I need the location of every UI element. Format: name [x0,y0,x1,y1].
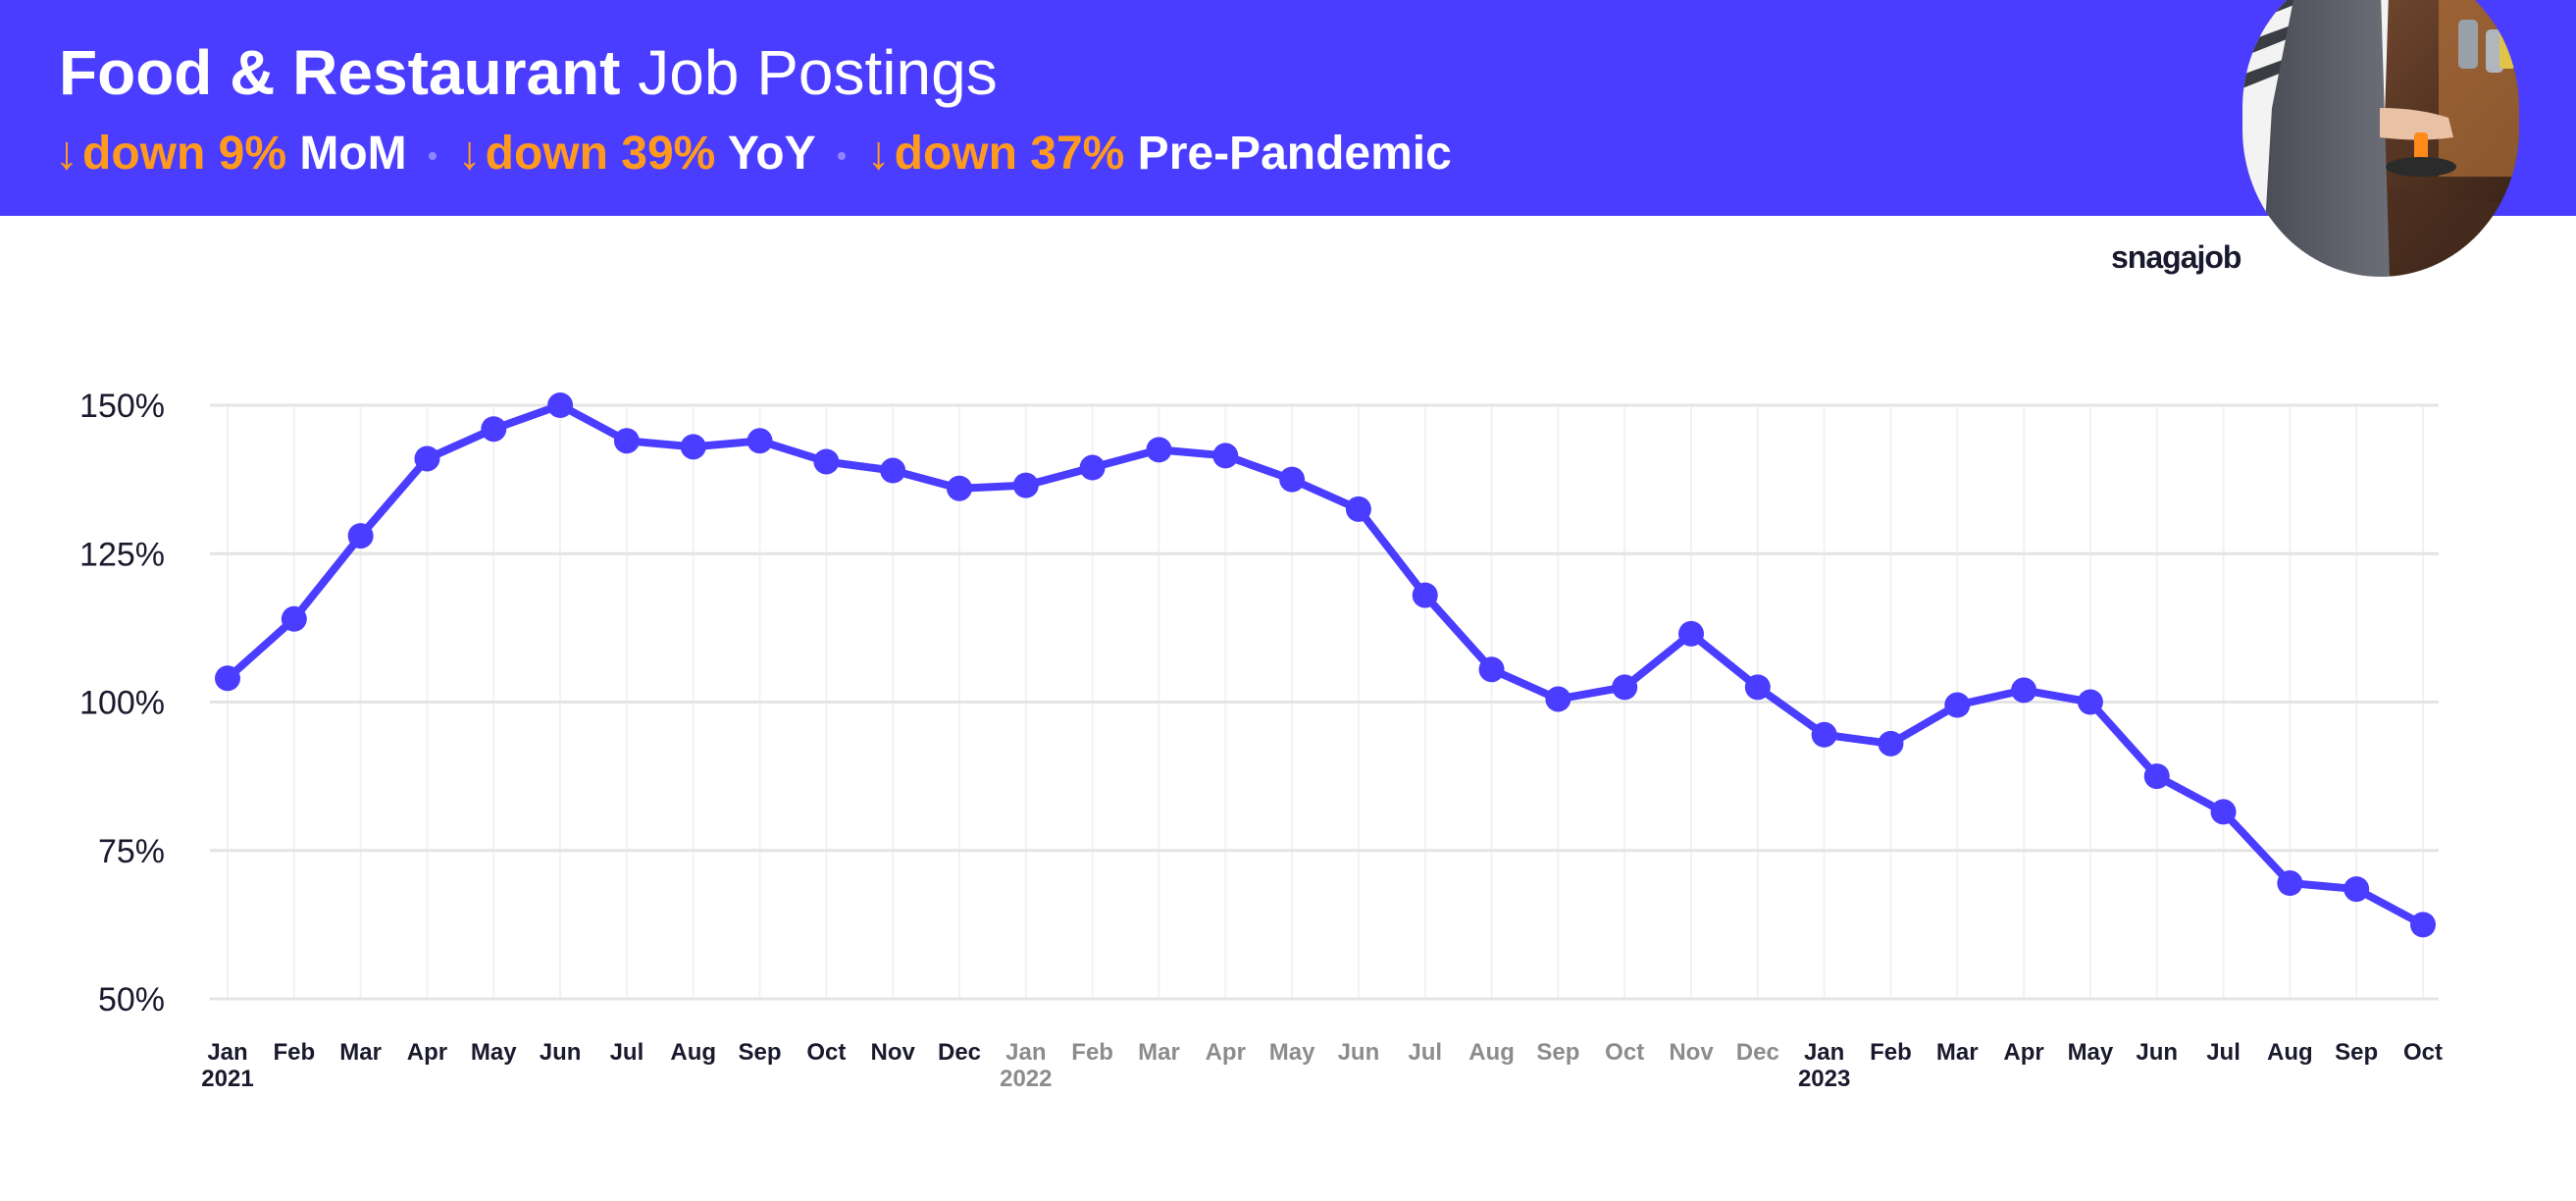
x-tick-label: Jul [2206,1039,2241,1066]
x-tick-label: Feb [1870,1039,1912,1066]
x-tick-label: Jun [540,1039,582,1066]
x-tick-label: Apr [2003,1039,2043,1066]
data-point [2344,876,2370,903]
data-point [1079,454,1106,481]
data-point [2011,677,2037,704]
stat-change: down 37% [894,128,1125,180]
data-point [414,445,440,472]
x-year-label: 2021 [201,1066,253,1092]
stat-label: Pre-Pandemic [1137,128,1452,180]
data-point [1012,472,1039,498]
separator-dot [428,152,437,161]
stat-change: down 9% [82,128,287,180]
x-year-label: 2023 [1798,1066,1850,1092]
y-tick-label: 125% [79,536,165,573]
stat-label: MoM [299,128,407,180]
data-point [1212,443,1239,469]
header-banner: Food & Restaurant Job Postings ↓down 9% … [0,0,2576,216]
data-point [2143,763,2170,790]
stat-yoy: ↓down 39% YoY [458,120,816,188]
down-arrow-icon: ↓ [55,128,78,180]
series-line [224,401,2427,929]
x-tick-label: Jul [610,1039,644,1066]
x-tick-label: May [2068,1039,2114,1066]
data-point [747,428,773,454]
data-point [1612,674,1638,701]
y-tick-label: 75% [98,833,165,870]
down-arrow-icon: ↓ [457,128,482,180]
x-tick-label: Jan [1005,1039,1046,1066]
data-point [680,434,706,460]
x-tick-label: May [471,1039,517,1066]
stats-row: ↓down 9% MoM ↓down 39% YoY ↓down 37% Pre-P… [55,120,1452,188]
x-tick-label: Jun [2136,1039,2178,1066]
down-arrow-icon: ↓ [866,128,891,180]
data-point [1744,674,1771,701]
data-point [481,416,507,443]
separator-dot [837,152,846,161]
data-point [1944,692,1971,718]
data-point [1545,686,1571,712]
x-tick-label: Feb [273,1039,315,1066]
barista-photo [2242,0,2519,277]
x-tick-label: May [1269,1039,1315,1066]
data-point [2210,799,2237,825]
page-title: Food & Restaurant Job Postings [59,33,998,112]
data-point [1478,656,1505,683]
x-year-label: 2022 [1000,1066,1052,1092]
x-tick-label: Aug [670,1039,716,1066]
data-point [880,457,906,484]
stat-change: down 39% [485,128,716,180]
y-tick-label: 50% [98,981,165,1018]
brand-logo: snagajob [2111,239,2241,275]
data-point [347,523,374,549]
x-tick-label: Sep [739,1039,782,1066]
data-point [215,665,240,692]
data-point [547,392,574,418]
x-tick-label: Mar [339,1039,382,1066]
x-tick-label: Sep [2335,1039,2378,1066]
title-bold: Food & Restaurant [59,37,621,108]
data-point [1811,721,1837,748]
data-point [1345,496,1371,522]
x-tick-label: Oct [2403,1039,2443,1066]
x-tick-label: Oct [806,1039,846,1066]
x-tick-label: Sep [1536,1039,1579,1066]
x-tick-label: Mar [1936,1039,1979,1066]
y-tick-label: 150% [79,388,165,425]
data-point [1678,620,1704,647]
x-tick-label: Feb [1071,1039,1113,1066]
x-tick-label: Oct [1605,1039,1644,1066]
data-point [613,428,640,454]
data-point [1279,466,1306,493]
data-point [1146,437,1172,463]
x-tick-label: Jun [1338,1039,1380,1066]
data-point [2277,870,2303,897]
stat-label: YoY [727,128,816,180]
x-tick-label: Mar [1138,1039,1180,1066]
x-tick-label: Nov [871,1039,916,1066]
x-tick-label: Aug [2267,1039,2313,1066]
data-point [813,448,840,475]
x-tick-label: Aug [1468,1039,1515,1066]
data-point [1412,582,1438,608]
stat-pre-pandemic: ↓down 37% Pre-Pandemic [867,120,1452,188]
x-tick-label: Apr [1206,1039,1246,1066]
data-point [1878,730,1904,757]
title-light: Job Postings [638,37,998,108]
x-tick-label: Jul [1408,1039,1442,1066]
data-point [2410,912,2436,938]
y-tick-label: 100% [79,685,165,722]
x-tick-label: Apr [407,1039,447,1066]
data-point [2077,689,2103,715]
x-tick-label: Nov [1669,1039,1714,1066]
x-tick-label: Jan [207,1039,247,1066]
x-tick-label: Dec [938,1039,981,1066]
x-tick-label: Dec [1736,1039,1779,1066]
x-tick-label: Jan [1804,1039,1844,1066]
stat-mom: ↓down 9% MoM [55,120,407,188]
data-point [947,475,972,501]
data-point [281,605,307,632]
